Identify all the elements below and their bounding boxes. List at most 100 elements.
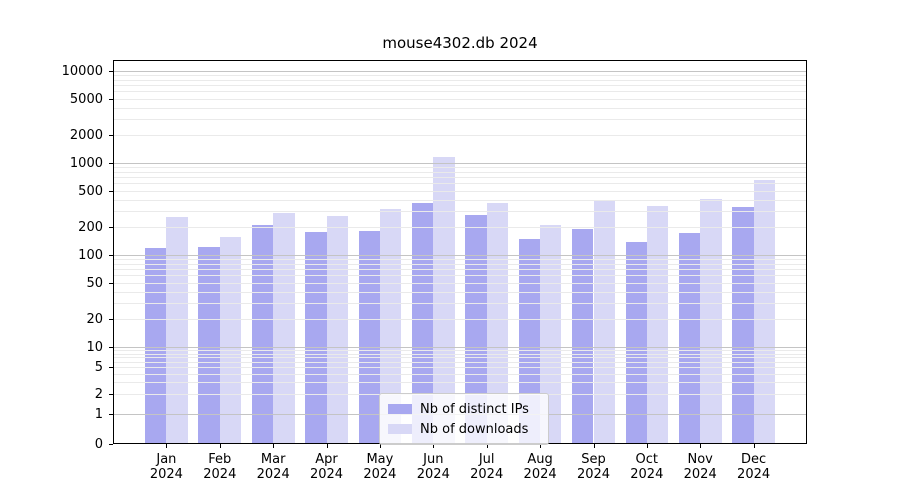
x-tick-year: 2024 xyxy=(203,467,237,482)
x-tick-month: Apr xyxy=(315,452,338,467)
bar-downloads xyxy=(433,157,455,444)
y-tick-label: 1000 xyxy=(69,156,103,171)
x-tick-month: Dec xyxy=(741,452,767,467)
bar-distinct-ips xyxy=(518,238,541,444)
x-tick-mark xyxy=(593,444,595,448)
y-tick-label: 0 xyxy=(94,437,103,452)
bar-downloads xyxy=(700,198,722,444)
y-tick-mark xyxy=(109,190,113,192)
y-tick-mark xyxy=(109,393,113,395)
x-tick-year: 2024 xyxy=(416,467,450,482)
bar-downloads xyxy=(486,202,509,444)
x-tick-month: May xyxy=(366,452,394,467)
bar-distinct-ips xyxy=(732,206,754,444)
x-tick-mark xyxy=(540,444,542,448)
bar-distinct-ips xyxy=(678,232,701,444)
y-tick-mark xyxy=(109,98,113,100)
x-tick-month: Feb xyxy=(208,452,232,467)
x-tick-year: 2024 xyxy=(309,467,344,482)
y-tick-mark xyxy=(109,227,113,229)
x-tick-label: May 2024 xyxy=(348,452,412,482)
x-tick-label: Jan 2024 xyxy=(134,452,198,482)
x-tick-month: Oct xyxy=(635,452,659,467)
y-tick-label: 10 xyxy=(86,340,103,355)
bar-distinct-ips xyxy=(465,214,487,444)
x-tick-label: Apr 2024 xyxy=(295,452,359,482)
x-tick-month: Jan xyxy=(156,452,177,467)
x-tick-label: Aug 2024 xyxy=(508,452,572,482)
y-tick-mark xyxy=(109,319,113,321)
bar-distinct-ips xyxy=(251,224,274,444)
bar-distinct-ips xyxy=(572,228,594,444)
y-tick-label: 5 xyxy=(94,360,103,376)
x-tick-label: Jun 2024 xyxy=(401,452,465,482)
x-tick-mark xyxy=(646,444,648,448)
y-tick-mark xyxy=(109,163,113,164)
x-tick-label: Mar 2024 xyxy=(241,452,305,482)
x-tick-label: Feb 2024 xyxy=(188,452,252,482)
x-tick-label: Oct 2024 xyxy=(615,452,679,482)
legend-item: Nb of downloads xyxy=(388,419,540,439)
x-tick-mark xyxy=(753,444,755,448)
x-tick-month: Nov xyxy=(687,452,713,467)
legend-swatch-downloads xyxy=(388,424,412,434)
bar-downloads xyxy=(166,216,188,444)
bar-downloads xyxy=(379,209,402,444)
bar-distinct-ips xyxy=(198,246,220,444)
x-tick-month: Aug xyxy=(527,452,553,467)
x-tick-year: 2024 xyxy=(523,467,557,482)
x-tick-mark xyxy=(326,444,328,448)
legend-item: Nb of distinct IPs xyxy=(388,399,540,419)
y-tick-label: 50 xyxy=(86,275,103,291)
x-tick-mark xyxy=(486,444,488,448)
y-tick-mark xyxy=(109,367,113,369)
y-tick-mark xyxy=(109,255,113,256)
x-tick-mark xyxy=(219,444,221,448)
y-tick-label: 10000 xyxy=(61,64,103,79)
y-tick-label: 2000 xyxy=(69,128,103,144)
x-tick-label: Sep 2024 xyxy=(562,452,626,482)
x-tick-month: Jun xyxy=(423,452,444,467)
y-tick-mark xyxy=(109,347,113,348)
bar-distinct-ips xyxy=(305,232,327,444)
y-tick-label: 2 xyxy=(94,386,103,402)
bar-downloads xyxy=(326,215,348,444)
y-tick-label: 100 xyxy=(78,248,103,263)
legend-label: Nb of downloads xyxy=(420,421,529,437)
bar-downloads xyxy=(646,205,669,444)
x-tick-year: 2024 xyxy=(149,467,183,482)
y-tick-mark xyxy=(109,444,113,445)
y-tick-mark xyxy=(109,282,113,284)
y-tick-mark xyxy=(109,71,113,72)
bar-downloads xyxy=(219,236,242,444)
legend-swatch-distinct-ips xyxy=(388,404,412,414)
bar-downloads xyxy=(753,179,775,444)
x-tick-label: Nov 2024 xyxy=(668,452,732,482)
bar-distinct-ips xyxy=(412,202,434,444)
x-tick-year: 2024 xyxy=(737,467,771,482)
x-tick-year: 2024 xyxy=(683,467,717,482)
x-tick-mark xyxy=(166,444,168,448)
bar-downloads xyxy=(273,212,295,444)
bar-distinct-ips xyxy=(625,242,647,444)
y-tick-label: 5000 xyxy=(69,91,103,107)
bar-distinct-ips xyxy=(358,230,380,444)
bar-distinct-ips xyxy=(145,248,167,444)
chart-title: mouse4302.db 2024 xyxy=(382,34,538,52)
x-tick-month: Mar xyxy=(260,452,286,467)
y-tick-label: 500 xyxy=(78,183,103,199)
x-tick-label: Jul 2024 xyxy=(455,452,519,482)
x-tick-mark xyxy=(273,444,275,448)
bar-downloads xyxy=(540,224,562,444)
y-tick-mark xyxy=(109,414,113,415)
y-tick-label: 20 xyxy=(86,312,103,328)
bar-downloads xyxy=(593,200,615,444)
x-tick-year: 2024 xyxy=(576,467,611,482)
legend: Nb of distinct IPs Nb of downloads xyxy=(379,393,549,445)
y-tick-label: 1 xyxy=(94,407,103,422)
x-tick-year: 2024 xyxy=(470,467,504,482)
legend-label: Nb of distinct IPs xyxy=(420,401,529,417)
x-tick-month: Jul xyxy=(478,452,495,467)
y-tick-label: 200 xyxy=(78,220,103,236)
